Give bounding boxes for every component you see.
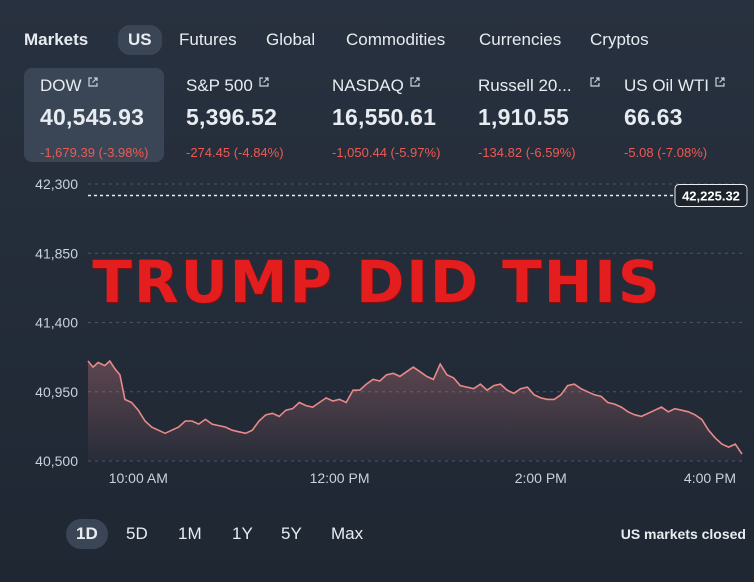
- nav-markets[interactable]: Markets: [24, 30, 89, 49]
- tile-name-row: S&P 500: [186, 76, 310, 96]
- tile-russell[interactable]: Russell 20... 1,910.55 -134.82 (-6.59%): [462, 68, 602, 162]
- price-area: [88, 361, 742, 461]
- tile-name: Russell 20...: [478, 76, 572, 95]
- tile-change: -1,679.39 (-3.98%): [40, 145, 149, 160]
- external-link-icon: [87, 77, 98, 87]
- tile-name-row: Russell 20...: [478, 76, 602, 96]
- tile-name-row: US Oil WTI: [624, 76, 748, 96]
- x-tick-label: 4:00 PM: [684, 470, 736, 486]
- tile-name-row: NASDAQ: [332, 76, 456, 96]
- y-tick-label: 42,300: [35, 176, 78, 192]
- nav-tab-global[interactable]: Global: [266, 30, 316, 49]
- range-max[interactable]: Max: [331, 524, 364, 543]
- external-link-icon: [715, 77, 725, 87]
- tile-value: 66.63: [624, 104, 683, 130]
- previous-close-label: 42,225.32: [682, 188, 740, 203]
- y-tick-label: 41,400: [35, 315, 78, 331]
- tile-value: 40,545.93: [40, 104, 145, 130]
- x-tick-label: 10:00 AM: [109, 470, 168, 486]
- nav-tab-currencies[interactable]: Currencies: [479, 30, 562, 49]
- nav-tab-cryptos[interactable]: Cryptos: [590, 30, 649, 49]
- x-tick-label: 2:00 PM: [515, 470, 567, 486]
- tile-value: 1,910.55: [478, 104, 570, 130]
- tile-dow[interactable]: DOW 40,545.93 -1,679.39 (-3.98%): [24, 68, 164, 162]
- tile-change: -274.45 (-4.84%): [186, 145, 284, 160]
- nav-tab-commodities[interactable]: Commodities: [346, 30, 446, 49]
- nav-tab-us[interactable]: US: [118, 25, 162, 55]
- x-tick-label: 12:00 PM: [310, 470, 370, 486]
- range-5y[interactable]: 5Y: [281, 524, 302, 543]
- tile-value: 5,396.52: [186, 104, 278, 130]
- tile-sp500[interactable]: S&P 500 5,396.52 -274.45 (-4.84%): [170, 68, 310, 162]
- market-nav: Markets US Futures Global Commodities Cu…: [0, 0, 754, 78]
- tile-change: -1,050.44 (-5.97%): [332, 145, 441, 160]
- range-5d[interactable]: 5D: [126, 524, 148, 543]
- nav-tab-futures[interactable]: Futures: [179, 30, 237, 49]
- tile-name: NASDAQ: [332, 76, 404, 95]
- external-link-icon: [259, 77, 269, 87]
- tile-name: DOW: [40, 76, 82, 95]
- tile-value: 16,550.61: [332, 104, 437, 130]
- tile-name: US Oil WTI: [624, 76, 709, 95]
- price-line: [87, 359, 743, 455]
- tile-name-row: DOW: [40, 76, 164, 96]
- tile-us-oil[interactable]: US Oil WTI 66.63 -5.08 (-7.08%): [608, 68, 748, 162]
- range-1d[interactable]: 1D: [66, 519, 108, 549]
- previous-close-badge: 42,225.32: [674, 183, 748, 207]
- y-tick-label: 41,850: [35, 245, 78, 261]
- external-link-icon: [589, 77, 600, 87]
- range-1y[interactable]: 1Y: [232, 524, 253, 543]
- market-status: US markets closed: [620, 526, 746, 542]
- range-1m[interactable]: 1M: [178, 524, 202, 543]
- y-tick-label: 40,500: [35, 453, 78, 469]
- intraday-chart[interactable]: 42,300 41,850 41,400 40,950 40,500 10:00 AM 1…: [0, 165, 754, 495]
- y-tick-label: 40,950: [35, 384, 78, 400]
- tile-change: -5.08 (-7.08%): [624, 145, 708, 160]
- index-tiles: DOW 40,545.93 -1,679.39 (-3.98%) S&P 500…: [0, 68, 754, 162]
- external-link-icon: [410, 77, 420, 87]
- tile-nasdaq[interactable]: NASDAQ 16,550.61 -1,050.44 (-5.97%): [316, 68, 456, 162]
- tile-change: -134.82 (-6.59%): [478, 145, 576, 160]
- range-selector: 1D 5D 1M 1Y 5Y Max US markets closed: [0, 512, 754, 552]
- tile-name: S&P 500: [186, 76, 253, 95]
